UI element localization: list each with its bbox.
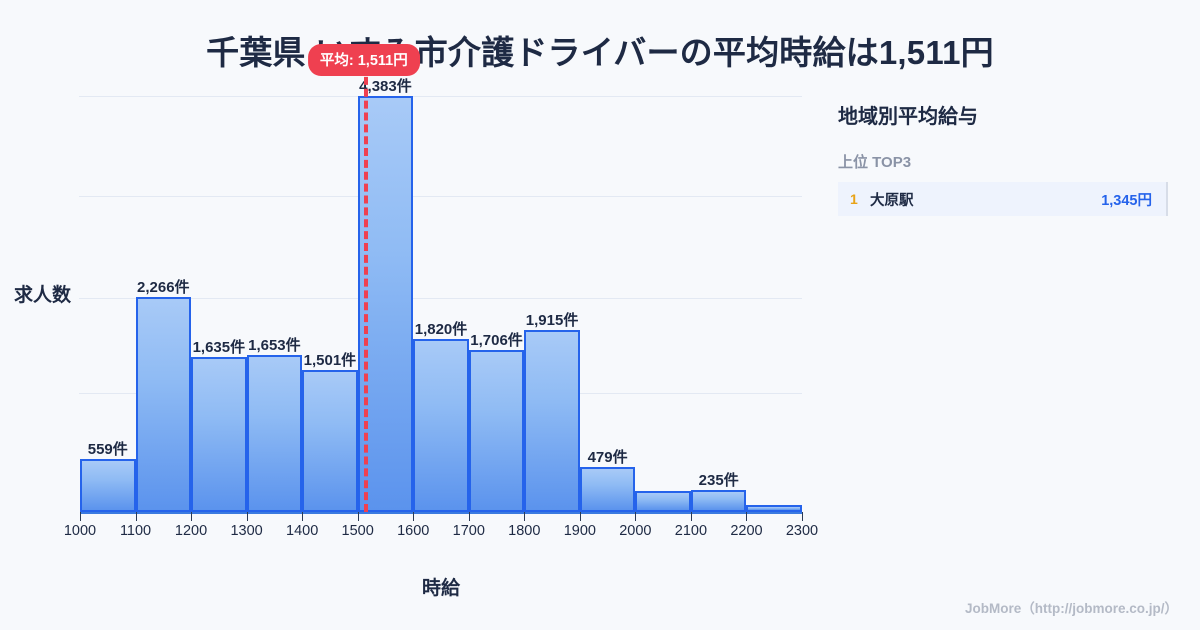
bar-value-label: 4,383件 bbox=[359, 78, 412, 95]
x-axis-tick-label: 1100 bbox=[119, 523, 152, 539]
x-axis-tick bbox=[413, 512, 415, 521]
x-axis-tick-label: 2200 bbox=[730, 523, 763, 539]
gridline bbox=[79, 298, 802, 300]
x-axis-tick-label: 1300 bbox=[230, 523, 263, 539]
x-axis-title: 時給 bbox=[421, 578, 460, 599]
x-axis-tick bbox=[802, 512, 803, 521]
histogram-bar[interactable] bbox=[135, 296, 192, 512]
region-salary-panel: 地域別平均給与 上位 TOP3 1 大原駅 1,345円 bbox=[838, 100, 1168, 216]
bar-value-label: 2,266件 bbox=[137, 278, 190, 296]
x-axis-tick bbox=[80, 512, 81, 521]
histogram-bar[interactable] bbox=[746, 505, 802, 512]
bar-value-label: 235件 bbox=[698, 471, 739, 489]
histogram-bar[interactable] bbox=[80, 458, 136, 512]
x-axis-tick-label: 1000 bbox=[63, 523, 97, 539]
histogram-bar[interactable] bbox=[191, 356, 247, 512]
rank-station-name: 大原駅 bbox=[870, 192, 914, 209]
bar-value-label: 1,653件 bbox=[248, 337, 301, 355]
x-axis-tick-label: 1200 bbox=[174, 523, 208, 539]
x-axis-tick bbox=[468, 512, 470, 521]
x-axis-tick-label: 1900 bbox=[563, 523, 596, 539]
y-axis-title: 求人数 bbox=[14, 285, 72, 306]
average-badge: 平均: 1,511円 bbox=[307, 44, 420, 76]
bar-value-label: 559件 bbox=[87, 440, 128, 458]
x-axis-tick bbox=[524, 512, 526, 521]
gridline bbox=[79, 195, 802, 197]
histogram-bar[interactable] bbox=[468, 350, 525, 512]
x-axis-tick bbox=[302, 512, 304, 521]
histogram-bar[interactable] bbox=[635, 490, 691, 512]
histogram-bar[interactable] bbox=[302, 369, 358, 512]
x-axis-tick-label: 2300 bbox=[785, 523, 819, 539]
plot-area: 559件 2,266件 1,635件 1,653件 1,501件 4,383件 1,820件… bbox=[64, 44, 818, 539]
bar-value-label: 1,501件 bbox=[303, 351, 357, 369]
x-axis-tick bbox=[746, 512, 748, 521]
x-axis-tick bbox=[579, 512, 581, 521]
x-axis-tick bbox=[690, 512, 692, 521]
histogram-chart: 求人数 559件 2,266件 1,635件 1,653件 1,501件 4,383件 1,… bbox=[14, 44, 818, 599]
histogram-bar[interactable] bbox=[413, 339, 469, 512]
bar-value-label: 1,915件 bbox=[525, 312, 579, 330]
x-axis-tick bbox=[357, 512, 359, 521]
x-axis-tick-label: 1500 bbox=[341, 523, 374, 539]
x-axis-tick-label: 1800 bbox=[508, 523, 541, 539]
x-axis-tick bbox=[246, 512, 248, 521]
bar-value-label: 1,820件 bbox=[414, 321, 468, 339]
x-axis-tick-label: 1600 bbox=[397, 523, 430, 539]
x-axis-tick bbox=[635, 512, 637, 521]
histogram-bar[interactable] bbox=[524, 330, 580, 512]
bar-value-label: 1,706件 bbox=[470, 332, 523, 350]
histogram-bar[interactable] bbox=[579, 466, 636, 512]
bar-value-label: 479件 bbox=[587, 448, 628, 466]
bar-value-label: 1,635件 bbox=[192, 338, 246, 356]
x-axis-tick bbox=[135, 512, 137, 521]
rank-list: 1 大原駅 1,345円 bbox=[838, 182, 1168, 216]
x-axis-tick-label: 2000 bbox=[619, 523, 652, 539]
x-axis-tick-label: 2100 bbox=[674, 523, 708, 539]
rank-row[interactable]: 1 大原駅 1,345円 bbox=[838, 182, 1166, 216]
footer-credit: JobMore（http://jobmore.co.jp/） bbox=[965, 601, 1178, 616]
x-axis-line bbox=[80, 512, 802, 514]
sidebar-title: 地域別平均給与 bbox=[838, 106, 978, 128]
histogram-bar[interactable] bbox=[690, 489, 747, 512]
x-axis-tick-label: 1400 bbox=[286, 523, 319, 539]
histogram-bar[interactable] bbox=[246, 355, 303, 512]
rank-salary-value: 1,345円 bbox=[1101, 192, 1152, 209]
x-axis-tick bbox=[191, 512, 193, 521]
average-marker-line bbox=[363, 65, 368, 512]
x-axis-tick-label: 1700 bbox=[452, 523, 485, 539]
sidebar-subtitle: 上位 TOP3 bbox=[838, 154, 912, 171]
gridline bbox=[79, 96, 802, 97]
rank-number: 1 bbox=[850, 191, 858, 207]
